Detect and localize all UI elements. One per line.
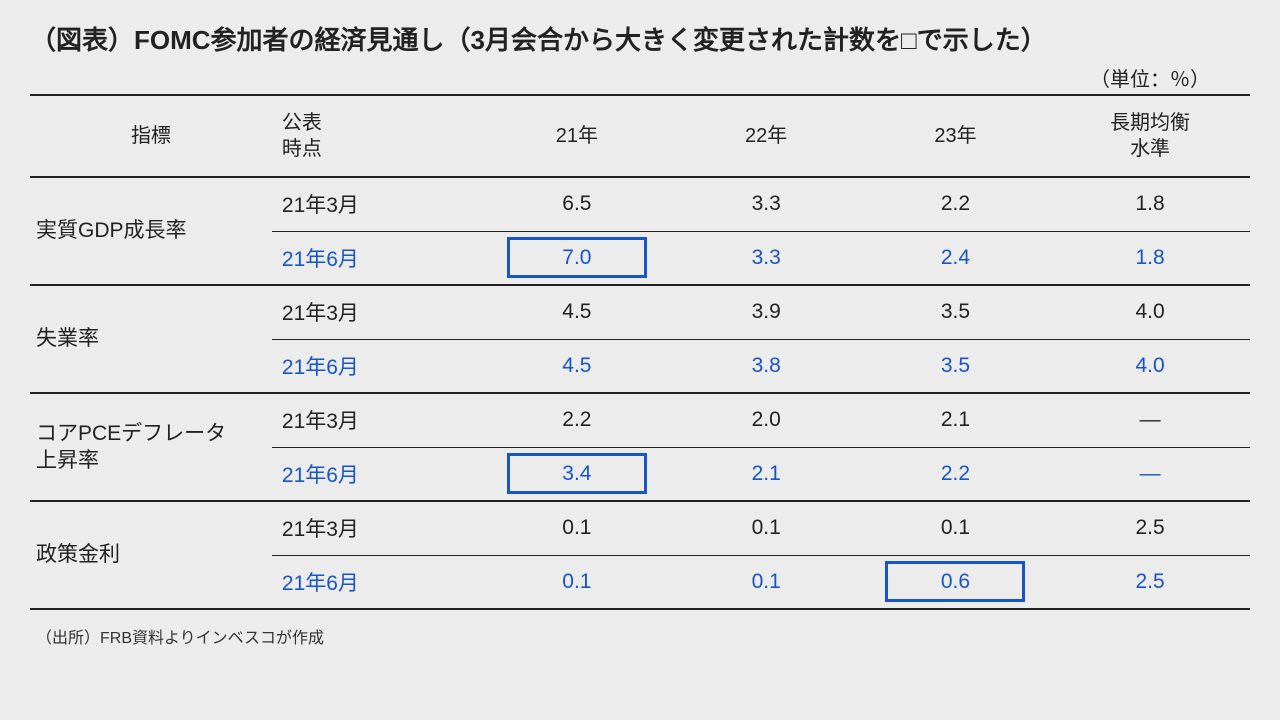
value-cell: 4.0	[1050, 285, 1250, 339]
value-cell: 2.2	[861, 177, 1050, 231]
value-cell: 2.2	[861, 447, 1050, 501]
col-timepoint: 公表時点	[272, 95, 482, 177]
value-cell: 4.5	[482, 339, 671, 393]
value-cell: 3.5	[861, 339, 1050, 393]
value-cell: 1.8	[1050, 177, 1250, 231]
value-cell: 2.2	[482, 393, 671, 447]
value-cell: 1.8	[1050, 231, 1250, 285]
indicator-cell: 失業率	[30, 285, 272, 393]
col-indicator: 指標	[30, 95, 272, 177]
value-cell: 6.5	[482, 177, 671, 231]
value-cell: 2.0	[672, 393, 861, 447]
value-cell: ―	[1050, 393, 1250, 447]
timepoint-cell: 21年3月	[272, 285, 482, 339]
table-row: コアPCEデフレータ上昇率21年3月2.22.02.1―	[30, 393, 1250, 447]
chart-title: （図表）FOMC参加者の経済見通し（3月会合から大きく変更された計数を□で示した…	[30, 20, 1250, 57]
value-cell: 7.0	[482, 231, 671, 285]
timepoint-cell: 21年6月	[272, 339, 482, 393]
value-cell: 4.5	[482, 285, 671, 339]
value-cell: 2.1	[672, 447, 861, 501]
value-cell: 2.5	[1050, 501, 1250, 555]
table-row: 政策金利21年3月0.10.10.12.5	[30, 501, 1250, 555]
table-row: 実質GDP成長率21年3月6.53.32.21.8	[30, 177, 1250, 231]
value-cell: 3.5	[861, 285, 1050, 339]
col-y23: 23年	[861, 95, 1050, 177]
value-cell: 3.8	[672, 339, 861, 393]
value-cell: ―	[1050, 447, 1250, 501]
value-cell: 2.5	[1050, 555, 1250, 609]
value-cell: 0.1	[672, 555, 861, 609]
highlight-box: 7.0	[507, 237, 647, 278]
indicator-cell: 実質GDP成長率	[30, 177, 272, 285]
timepoint-cell: 21年6月	[272, 231, 482, 285]
timepoint-cell: 21年3月	[272, 501, 482, 555]
source-note: （出所）FRB資料よりインベスコが作成	[30, 624, 1250, 648]
value-cell: 3.3	[672, 231, 861, 285]
value-cell: 3.4	[482, 447, 671, 501]
value-cell: 0.1	[482, 501, 671, 555]
value-cell: 0.6	[861, 555, 1050, 609]
value-cell: 4.0	[1050, 339, 1250, 393]
value-cell: 3.9	[672, 285, 861, 339]
value-cell: 0.1	[672, 501, 861, 555]
timepoint-cell: 21年3月	[272, 177, 482, 231]
col-y22: 22年	[672, 95, 861, 177]
value-cell: 3.3	[672, 177, 861, 231]
header-row: 指標 公表時点 21年 22年 23年 長期均衡水準	[30, 95, 1250, 177]
value-cell: 2.1	[861, 393, 1050, 447]
value-cell: 2.4	[861, 231, 1050, 285]
col-long: 長期均衡水準	[1050, 95, 1250, 177]
unit-label: （単位：％）	[30, 63, 1250, 92]
value-cell: 0.1	[861, 501, 1050, 555]
timepoint-cell: 21年6月	[272, 555, 482, 609]
col-y21: 21年	[482, 95, 671, 177]
table-row: 失業率21年3月4.53.93.54.0	[30, 285, 1250, 339]
projections-table: 指標 公表時点 21年 22年 23年 長期均衡水準 実質GDP成長率21年3月…	[30, 94, 1250, 610]
timepoint-cell: 21年6月	[272, 447, 482, 501]
indicator-cell: 政策金利	[30, 501, 272, 609]
timepoint-cell: 21年3月	[272, 393, 482, 447]
highlight-box: 0.6	[885, 561, 1025, 602]
highlight-box: 3.4	[507, 453, 647, 494]
indicator-cell: コアPCEデフレータ上昇率	[30, 393, 272, 501]
value-cell: 0.1	[482, 555, 671, 609]
